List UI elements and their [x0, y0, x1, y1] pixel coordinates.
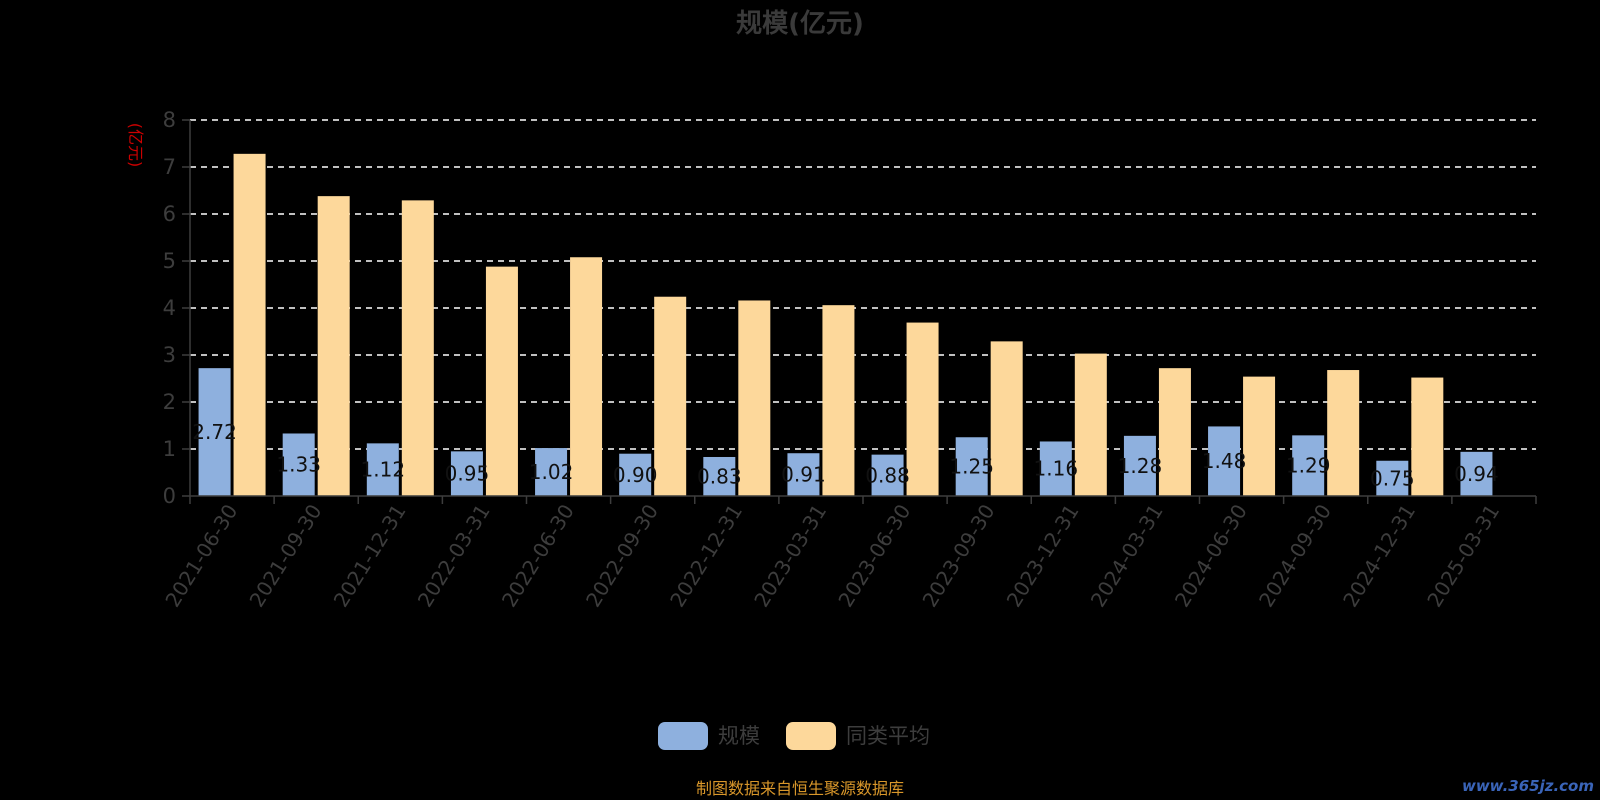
- x-tick-label: 2022-12-31: [665, 500, 747, 611]
- data-label: 1.16: [1034, 457, 1079, 481]
- data-label: 1.02: [529, 460, 574, 484]
- x-tick-label: 2022-03-31: [413, 500, 495, 611]
- bar-guimo: [703, 456, 736, 496]
- bar-tonglei-pingjun: [401, 200, 434, 496]
- x-tick-label: 2024-12-31: [1338, 500, 1420, 611]
- bar-guimo: [1208, 426, 1241, 496]
- x-tick-label: 2022-09-30: [581, 500, 663, 611]
- data-label: 1.25: [949, 455, 994, 479]
- x-tick-label: 2024-06-30: [1170, 500, 1252, 611]
- watermark: www.365jz.com: [1462, 777, 1594, 795]
- x-tick-label: 2021-12-31: [329, 500, 411, 611]
- legend-swatch-tonglei-pingjun: [786, 722, 836, 750]
- bar-tonglei-pingjun: [1158, 368, 1191, 496]
- bars: [198, 153, 1493, 496]
- y-tick-label: 3: [163, 343, 176, 367]
- data-label: 1.48: [1202, 449, 1247, 473]
- bar-guimo: [1123, 435, 1156, 496]
- bar-tonglei-pingjun: [485, 266, 518, 496]
- data-label: 1.33: [276, 453, 321, 477]
- bar-tonglei-pingjun: [1327, 370, 1360, 496]
- data-label: 1.29: [1286, 454, 1331, 478]
- chart-title: 规模(亿元): [736, 9, 864, 39]
- y-axis-unit-label: (亿元): [126, 123, 145, 168]
- y-tick-label: 6: [163, 202, 176, 226]
- data-label: 0.75: [1370, 466, 1415, 490]
- x-tick-label: 2023-09-30: [917, 500, 999, 611]
- legend-swatch-guimo: [658, 722, 708, 750]
- data-label: 0.83: [697, 464, 742, 488]
- x-tick-label: 2024-09-30: [1254, 500, 1336, 611]
- x-tick-label: 2023-06-30: [833, 500, 915, 611]
- x-tick-label: 2023-12-31: [1002, 500, 1084, 611]
- data-label: 0.91: [781, 463, 826, 487]
- x-tick-label: 2025-03-31: [1422, 500, 1504, 611]
- y-tick-label: 7: [163, 155, 176, 179]
- bar-guimo: [1376, 460, 1409, 496]
- y-tick-label: 4: [163, 296, 176, 320]
- bar-guimo: [1292, 435, 1325, 496]
- y-tick-label: 2: [163, 390, 176, 414]
- bar-guimo: [282, 433, 315, 496]
- y-tick-label: 0: [163, 484, 176, 508]
- x-axis: 2021-06-30 2021-09-30 2021-12-31 2022-03-31…: [160, 495, 1537, 611]
- bar-guimo: [450, 451, 483, 496]
- x-tick-label: 2022-06-30: [497, 500, 579, 611]
- y-tick-label: 1: [163, 437, 176, 461]
- bar-guimo: [1460, 451, 1493, 496]
- bar-tonglei-pingjun: [1243, 376, 1276, 496]
- y-axis: 0 1 2 3 4 5 6 7 8: [163, 108, 191, 508]
- x-tick-label: 2021-06-30: [160, 500, 242, 611]
- data-label: 2.72: [192, 420, 237, 444]
- bar-tonglei-pingjun: [570, 257, 603, 496]
- data-label: 0.94: [1454, 462, 1499, 486]
- bar-tonglei-pingjun: [738, 300, 771, 496]
- bar-tonglei-pingjun: [1411, 377, 1444, 496]
- bar-guimo: [787, 453, 820, 496]
- bar-guimo: [198, 368, 231, 496]
- bar-guimo: [535, 448, 568, 496]
- bar-tonglei-pingjun: [906, 322, 939, 496]
- bar-guimo: [1039, 441, 1072, 496]
- data-labels: 2.72 1.33 1.12 0.95 1.02 0.90 0.83 0.91 0.88 1.25…: [192, 420, 1498, 490]
- bar-guimo: [871, 454, 904, 496]
- bar-guimo: [619, 453, 652, 496]
- y-tick-label: 8: [163, 108, 176, 132]
- x-tick-label: 2021-09-30: [244, 500, 326, 611]
- bar-guimo: [955, 437, 988, 496]
- bar-tonglei-pingjun: [317, 196, 350, 496]
- x-tick-label: 2023-03-31: [749, 500, 831, 611]
- data-label: 0.88: [865, 463, 910, 487]
- data-label: 0.95: [445, 462, 490, 486]
- legend-label-tonglei-pingjun: 同类平均: [846, 724, 930, 748]
- bar-guimo: [366, 443, 399, 496]
- legend-label-guimo: 规模: [718, 724, 760, 748]
- data-label: 1.12: [361, 458, 406, 482]
- legend: 规模 同类平均: [658, 722, 930, 750]
- data-label: 0.90: [613, 463, 658, 487]
- bar-tonglei-pingjun: [822, 305, 855, 496]
- bar-tonglei-pingjun: [1074, 353, 1107, 496]
- source-note: 制图数据来自恒生聚源数据库: [696, 779, 904, 798]
- bar-tonglei-pingjun: [654, 296, 687, 496]
- bar-tonglei-pingjun: [233, 153, 266, 496]
- y-tick-label: 5: [163, 249, 176, 273]
- bar-tonglei-pingjun: [990, 341, 1023, 496]
- data-label: 1.28: [1118, 454, 1163, 478]
- x-tick-label: 2024-03-31: [1086, 500, 1168, 611]
